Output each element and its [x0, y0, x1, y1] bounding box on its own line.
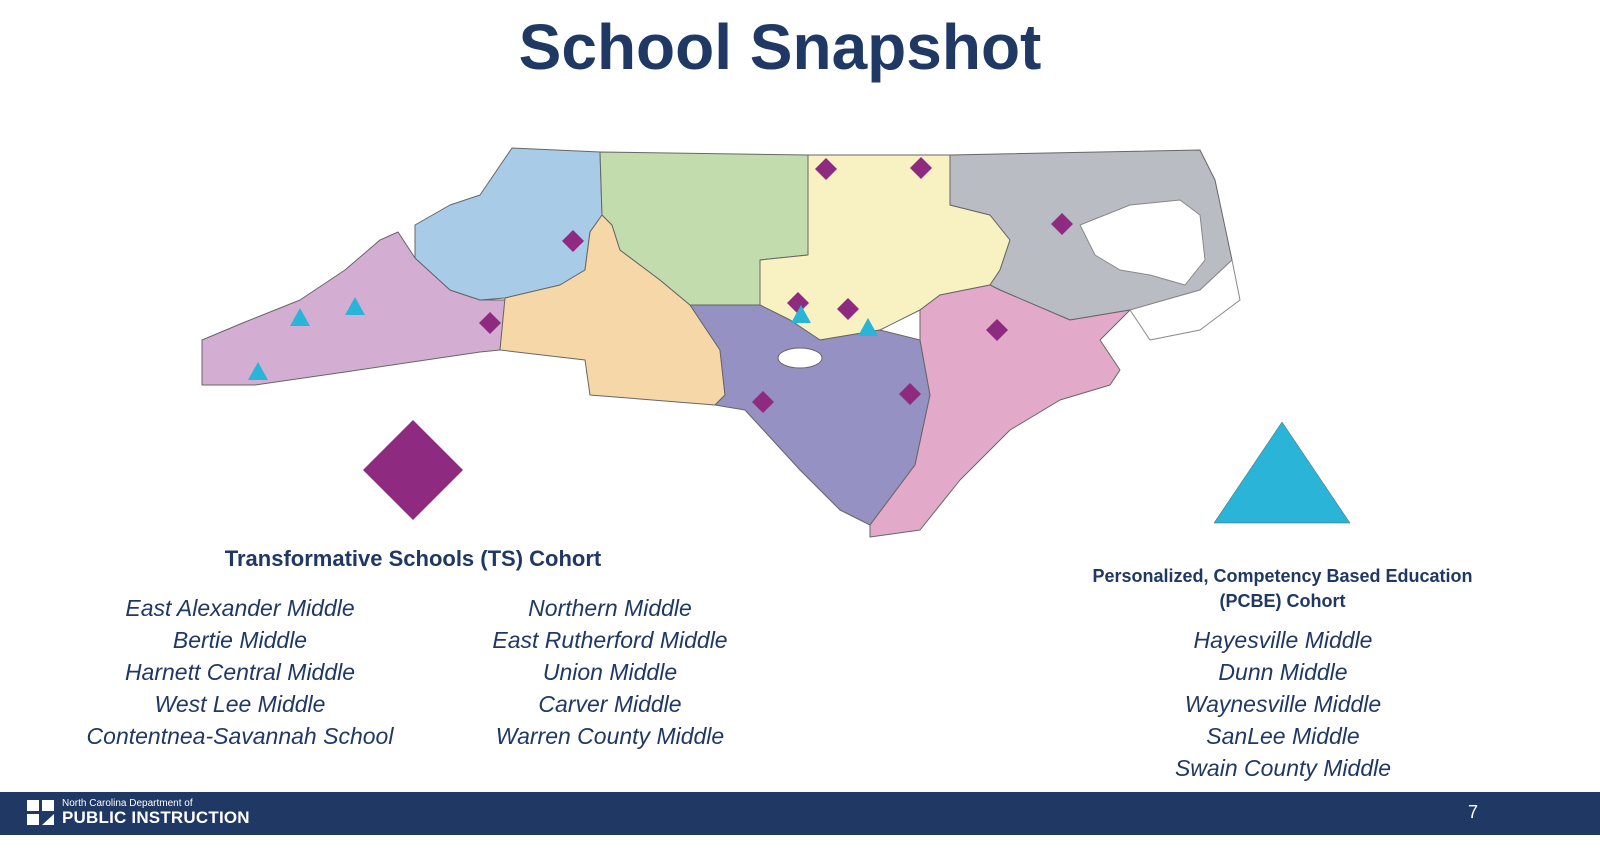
school-name: Swain County Middle	[1174, 755, 1392, 781]
school-name: Waynesville Middle	[1184, 691, 1382, 717]
ts-school-diamond-marker	[986, 319, 1008, 341]
school-name: Contentnea-Savannah School	[86, 723, 394, 749]
school-name: Hayesville Middle	[1193, 627, 1373, 653]
ts-school-list-left: East Alexander Middle Bertie Middle Harn…	[40, 592, 440, 752]
ts-school-diamond-marker	[910, 157, 932, 179]
ncdpi-logo: North Carolina Department of PUBLIC INST…	[26, 798, 250, 826]
school-name: SanLee Middle	[1206, 723, 1360, 749]
page-title: School Snapshot	[518, 11, 1042, 83]
school-name: West Lee Middle	[154, 691, 326, 717]
school-name: Union Middle	[542, 659, 678, 685]
pcbe-school-triangle-marker	[791, 305, 811, 323]
page-number: 7	[1467, 802, 1478, 822]
pcbe-school-triangle-marker	[248, 362, 268, 380]
dpi-emblem-icon	[27, 800, 54, 825]
pamlico-sound	[1129, 259, 1241, 341]
pcbe-legend-triangle-icon	[1213, 421, 1351, 524]
school-name: Harnett Central Middle	[124, 659, 356, 685]
school-name: Warren County Middle	[495, 723, 725, 749]
school-name: East Alexander Middle	[125, 595, 355, 621]
ts-school-diamond-marker	[787, 292, 809, 314]
org-line1: North Carolina Department of	[62, 798, 193, 809]
pcbe-cohort-heading: Personalized, Competency Based Education…	[1040, 564, 1525, 614]
school-name: East Rutherford Middle	[492, 627, 728, 653]
region-southeast	[869, 284, 1131, 538]
region-sandhills	[689, 304, 931, 526]
ts-school-diamond-marker	[837, 298, 859, 320]
footer-bar: North Carolina Department of PUBLIC INST…	[0, 792, 1600, 835]
school-name: Dunn Middle	[1218, 659, 1348, 685]
ts-school-diamond-marker	[815, 158, 837, 180]
albemarle-sound	[1079, 199, 1206, 286]
school-name: Carver Middle	[538, 691, 682, 717]
north-carolina-region-map	[201, 147, 1351, 538]
ts-school-list-right: Northern Middle East Rutherford Middle U…	[410, 592, 810, 752]
ts-school-diamond-marker	[1051, 213, 1073, 235]
ts-school-diamond-marker	[479, 312, 501, 334]
lake	[777, 347, 823, 369]
ts-school-diamond-marker	[752, 391, 774, 413]
pcbe-school-list: Hayesville Middle Dunn Middle Waynesvill…	[1083, 624, 1483, 784]
org-line2: PUBLIC INSTRUCTION	[62, 808, 250, 827]
pcbe-heading-line1: Personalized, Competency Based Education	[1092, 566, 1473, 586]
school-name: Bertie Middle	[172, 627, 308, 653]
ts-school-diamond-marker	[562, 230, 584, 252]
ts-cohort-heading: Transformative Schools (TS) Cohort	[224, 546, 602, 571]
pcbe-school-triangle-marker	[858, 318, 878, 336]
ts-school-diamond-marker	[899, 383, 921, 405]
ts-legend-diamond-icon	[363, 420, 463, 520]
pcbe-school-triangle-marker	[290, 308, 310, 326]
pcbe-school-triangle-marker	[345, 297, 365, 315]
pcbe-heading-line2: (PCBE) Cohort	[1219, 591, 1346, 611]
school-name: Northern Middle	[528, 595, 692, 621]
